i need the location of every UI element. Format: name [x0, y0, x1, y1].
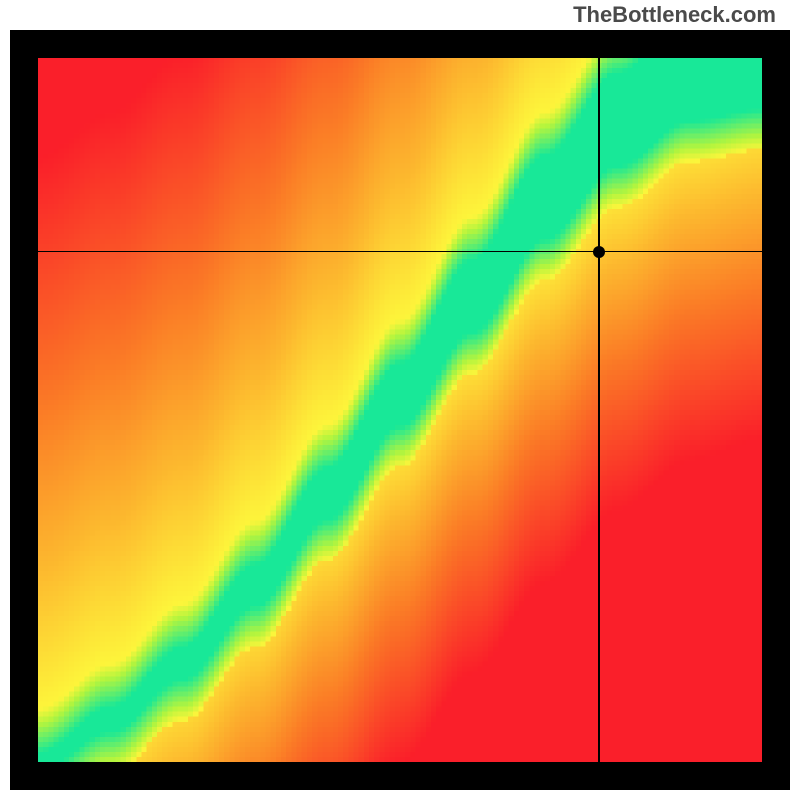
crosshair-horizontal — [38, 251, 762, 253]
heatmap-canvas — [38, 58, 762, 762]
watermark-text: TheBottleneck.com — [573, 2, 776, 28]
chart-container: TheBottleneck.com — [0, 0, 800, 800]
crosshair-point — [593, 246, 605, 258]
crosshair-vertical — [598, 58, 600, 762]
